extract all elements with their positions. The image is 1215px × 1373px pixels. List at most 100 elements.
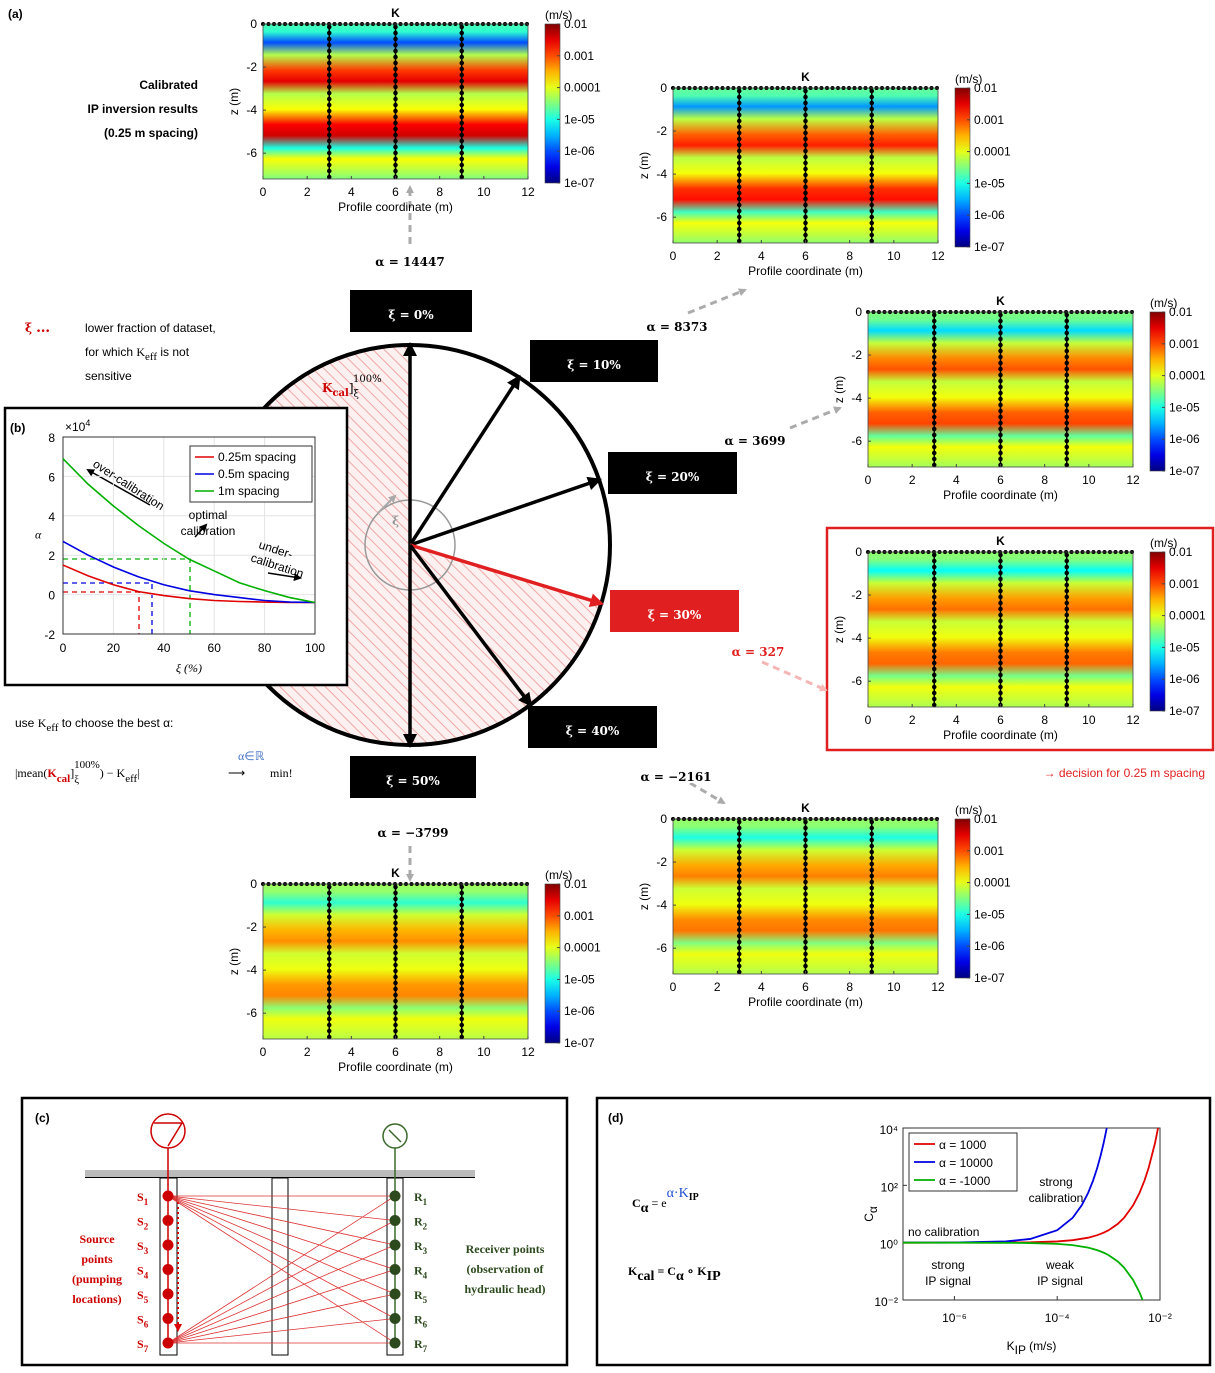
f: = C [654,1264,676,1278]
f: C [632,1196,641,1210]
index: 5 [423,1295,428,1305]
formula-arrow: ⟶ [228,766,245,780]
y-tick-label: 10⁰ [880,1238,898,1252]
colorbar-tick-label: 0.001 [564,49,594,63]
map-title: K [996,294,1005,308]
source-point [163,1191,174,1202]
x-axis-label: Profile coordinate (m) [338,200,453,214]
map-title: K [801,70,810,84]
x-axis-label: Profile coordinate (m) [943,728,1058,742]
y-tick-label: -6 [246,1006,257,1020]
formula-min: min! [270,766,293,780]
colorbar-tick-label: 1e-06 [1169,672,1200,686]
xi-label: ξ = 20% [646,470,700,484]
x-tick-label: 10 [1082,473,1096,487]
source-label: S2 [137,1215,149,1232]
x-tick-label: 4 [348,185,355,199]
y-tick-label: -6 [851,434,862,448]
heading: IP inversion results [88,102,199,116]
x-label-main: K [1007,1339,1015,1353]
note-part: is not [157,345,190,359]
index: 2 [423,1222,428,1232]
colorbar-tick-label: 1e-07 [564,1036,595,1050]
index: 3 [144,1246,149,1256]
page: {"panel_labels":{"a":"(a)","b":"(b)","c"… [0,0,1215,1368]
x-tick-label: 6 [802,249,809,263]
y-axis-label: z (m) [637,883,651,910]
index: 6 [144,1320,149,1330]
source-text: Source [79,1232,115,1246]
xi-label: ξ = 50% [386,774,440,788]
ground-hatch [85,1170,475,1177]
f: ∘ K [684,1264,708,1278]
y-tick-label: -6 [851,674,862,688]
x-tick-label: 2 [304,1045,311,1059]
receiver-point [390,1215,401,1226]
y-label-main: C [862,1213,876,1222]
colorbar-tick-label: 0.001 [564,909,594,923]
x-tick-label: 0 [865,473,872,487]
receiver-point [390,1191,401,1202]
heading: (0.25 m spacing) [104,126,198,140]
x-label-rest: (m/s) [1026,1339,1057,1353]
xi-label: ξ = 10% [567,358,621,372]
link-arrow [762,662,826,690]
colorbar-tick-label: 1e-06 [974,208,1005,222]
x-tick-label: 0 [60,641,67,655]
x-tick-label: 80 [258,641,272,655]
source-label: S4 [137,1264,149,1281]
alpha-label: α = 14447 [375,255,444,269]
source-point [163,1338,174,1349]
x-tick-label: 8 [436,185,443,199]
x-tick-label: 60 [208,641,222,655]
source-point [163,1240,174,1251]
link-arrow [688,290,745,313]
source-text: locations) [72,1292,121,1306]
diagram-c: S1R1S2R2S3R3S4R4S5R5S6R6S7R7Sourcepoints… [72,1190,546,1354]
link-arrow [790,408,840,428]
colorbar [1150,312,1165,471]
receiver-text: (observation of [467,1262,545,1276]
legend-label: α = -1000 [939,1174,991,1188]
source-text: (pumping [72,1272,122,1286]
y-tick-label: -4 [851,631,862,645]
f: | [137,766,139,780]
colorbar-tick-label: 0.0001 [974,145,1011,159]
panel-label: (a) [8,7,23,21]
alpha-label: α = −3799 [377,826,448,840]
alpha-label: α = 8373 [646,320,707,334]
x-tick-label: 8 [846,980,853,994]
source-text: points [81,1252,113,1266]
x-tick-label: 0 [670,980,677,994]
colorbar-tick-label: 0.01 [564,877,588,891]
y-axis-label: z (m) [832,616,846,643]
x-label-sub: IP [1015,1343,1026,1357]
symbol: R [414,1313,423,1327]
receiver-label: R7 [414,1337,428,1354]
colorbar-tick-label: 0.01 [974,81,998,95]
y-tick-label: 0 [250,17,257,31]
x-tick-label: 6 [997,713,1004,727]
index: 7 [423,1344,428,1354]
x-tick-label: 10 [887,249,901,263]
colorbar-tick-label: 0.0001 [1169,609,1206,623]
colorbar-tick-label: 0.001 [974,844,1004,858]
x-tick-label: 8 [436,1045,443,1059]
y-axis-label: z (m) [227,88,241,115]
x-axis-label: Profile coordinate (m) [748,995,863,1009]
alpha-label: α = 3699 [724,434,785,448]
x-tick-label: 100 [305,641,325,655]
xi: ξ [25,321,32,335]
colorbar [955,819,970,978]
note-part: for which [85,345,136,359]
formula-over: α∈ℝ [238,749,265,763]
x-tick-label: 0 [865,713,872,727]
x-tick-label: 8 [1041,713,1048,727]
receiver-text: hydraulic head) [464,1282,545,1296]
y-tick-label: -2 [246,60,257,74]
source-point [163,1289,174,1300]
alpha-label: α = −2161 [640,770,711,784]
y-tick-label: 0 [855,305,862,319]
note: sensitive [85,369,132,383]
